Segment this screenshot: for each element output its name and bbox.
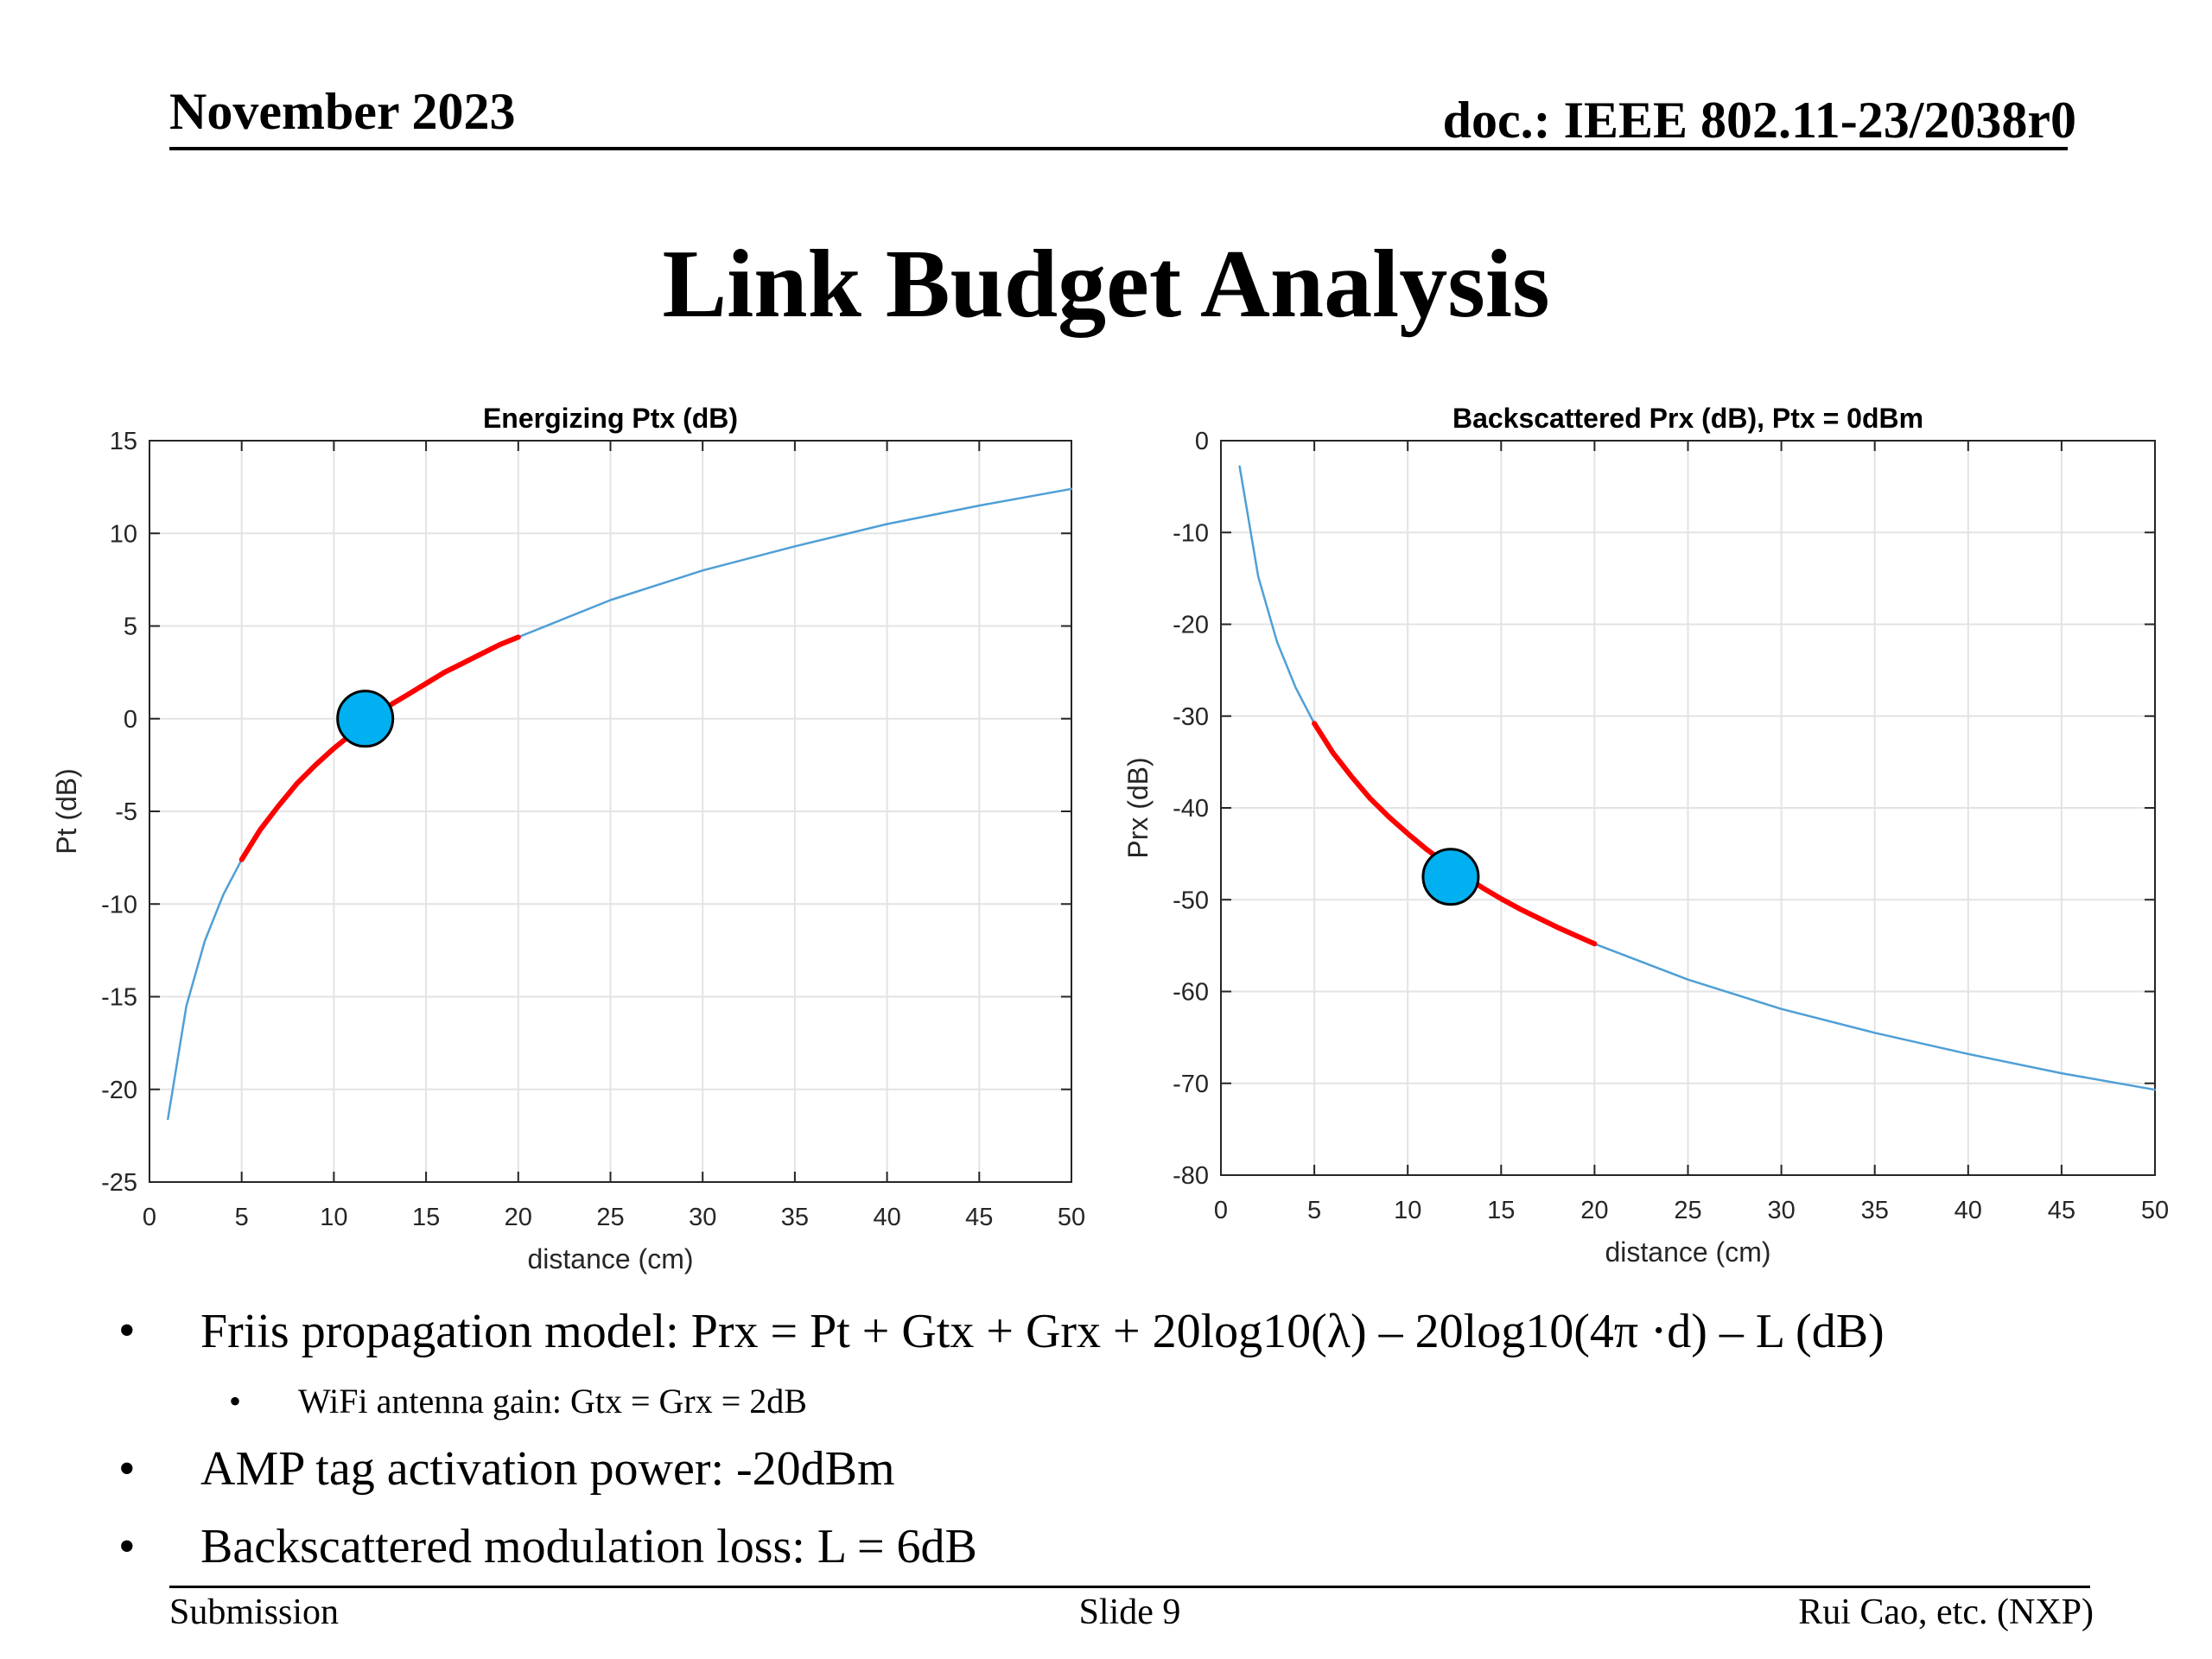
x-tick-label: 25 [1674, 1197, 1701, 1224]
x-tick-label: 30 [689, 1204, 716, 1231]
x-tick-label: 45 [965, 1204, 993, 1231]
y-tick-label: -30 [1173, 703, 1209, 731]
footer-rule [169, 1586, 2090, 1588]
y-tick-label: 10 [110, 520, 137, 548]
footer-slide-number: Slide 9 [1078, 1592, 1181, 1632]
bullet-friis-model: • Friis propagation model: Prx = Pt + Gt… [118, 1303, 1885, 1359]
bullet-marker: • [118, 1304, 136, 1357]
bullet-marker: • [118, 1520, 136, 1573]
x-tick-label: 15 [1487, 1197, 1515, 1224]
bullet-marker: • [229, 1382, 242, 1421]
footer-submission: Submission [169, 1592, 340, 1632]
y-tick-label: -10 [101, 891, 137, 918]
bullet-text: WiFi antenna gain: Gtx = Grx = 2dB [298, 1382, 807, 1421]
y-tick-label: -10 [1173, 519, 1209, 547]
x-tick-label: 0 [143, 1204, 156, 1231]
slide-title: Link Budget Analysis [662, 231, 1550, 338]
y-axis-label: Pt (dB) [51, 768, 82, 855]
bullet-text: Backscattered modulation loss: L = 6dB [200, 1520, 977, 1573]
y-tick-label: -80 [1173, 1162, 1209, 1190]
operating-point-marker [336, 690, 395, 748]
bullet-marker: • [118, 1442, 136, 1496]
header-doc-id: doc.: IEEE 802.11-23/2038r0 [1442, 92, 2076, 149]
x-tick-label: 50 [1058, 1204, 1085, 1231]
y-tick-label: -5 [115, 798, 137, 826]
x-tick-label: 35 [781, 1204, 809, 1231]
bullet-text: AMP tag activation power: -20dBm [200, 1442, 895, 1496]
y-tick-label: -20 [101, 1077, 137, 1104]
x-tick-label: 5 [1307, 1197, 1321, 1224]
footer-author: Rui Cao, etc. (NXP) [1798, 1592, 2094, 1632]
x-tick-label: 15 [412, 1204, 440, 1231]
x-tick-label: 50 [2141, 1197, 2169, 1224]
header-date: November 2023 [169, 83, 516, 140]
y-tick-label: -25 [101, 1169, 137, 1197]
y-tick-label: 0 [124, 706, 137, 734]
x-tick-label: 35 [1861, 1197, 1889, 1224]
y-tick-label: -15 [101, 984, 137, 1012]
bullet-text: Friis propagation model: Prx = Pt + Gtx … [200, 1305, 1885, 1358]
x-tick-label: 5 [235, 1204, 249, 1231]
x-tick-label: 25 [596, 1204, 624, 1231]
x-tick-label: 40 [873, 1204, 900, 1231]
backscattered-prx-chart: 0 5 10 15 20 25 30 35 40 45 50 -80 -70 -60 -50 -40 -30 -2… [1122, 403, 2169, 1268]
series-line-full-range [1238, 465, 2157, 1091]
x-tick-label: 20 [505, 1204, 532, 1231]
y-tick-label: -60 [1173, 979, 1209, 1007]
x-tick-label: 45 [2048, 1197, 2075, 1224]
y-tick-label: 15 [110, 428, 137, 455]
x-tick-label: 40 [1955, 1197, 1982, 1224]
y-tick-label: -50 [1173, 887, 1209, 914]
series-line-full-range [167, 487, 1073, 1121]
y-tick-label: -20 [1173, 612, 1209, 639]
y-tick-label: -40 [1173, 795, 1209, 823]
series-line-highlight [238, 634, 521, 862]
bullet-activation-power: • AMP tag activation power: -20dBm [118, 1441, 895, 1497]
x-tick-label: 0 [1214, 1197, 1228, 1224]
bullet-modulation-loss: • Backscattered modulation loss: L = 6dB [118, 1519, 977, 1574]
x-tick-label: 10 [320, 1204, 347, 1231]
x-tick-label: 20 [1580, 1197, 1608, 1224]
header-rule [169, 147, 2068, 150]
x-axis-label: distance (cm) [527, 1243, 693, 1274]
chart-title: Backscattered Prx (dB), Ptx = 0dBm [1452, 403, 1923, 434]
energizing-ptx-chart: 0 5 10 15 20 25 30 35 40 45 50 -25 -20 -15 -10 -5 0 5 10 15… [51, 403, 1085, 1274]
bullet-antenna-gain: • WiFi antenna gain: Gtx = Grx = 2dB [229, 1381, 807, 1421]
y-tick-label: -70 [1173, 1071, 1209, 1098]
y-axis-label: Prx (dB) [1122, 757, 1154, 858]
operating-point-marker [1421, 848, 1480, 906]
series-line-highlight [1312, 721, 1598, 947]
x-tick-label: 30 [1767, 1197, 1795, 1224]
y-tick-label: 0 [1195, 428, 1209, 455]
x-axis-label: distance (cm) [1605, 1236, 1770, 1268]
x-tick-label: 10 [1394, 1197, 1421, 1224]
y-tick-label: 5 [124, 613, 137, 641]
chart-title: Energizing Ptx (dB) [483, 403, 738, 434]
